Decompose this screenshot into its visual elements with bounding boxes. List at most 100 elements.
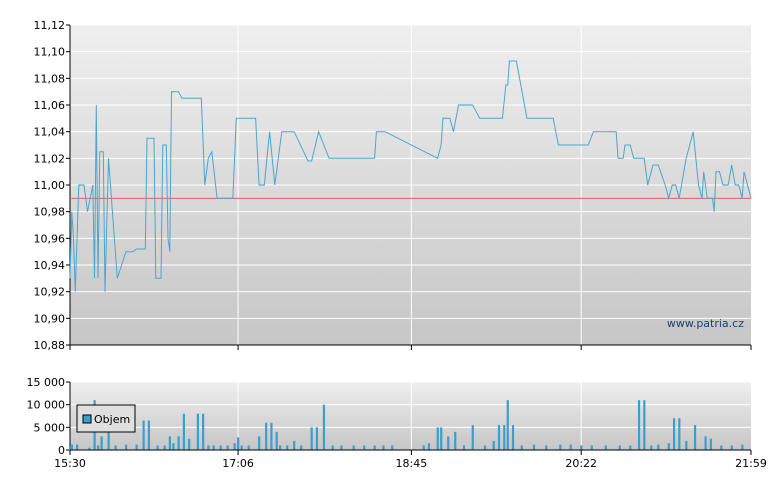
volume-bar: [391, 445, 394, 450]
volume-bar: [511, 425, 515, 450]
volume-bar: [454, 431, 457, 450]
volume-bar: [506, 400, 509, 450]
volume-bar: [275, 431, 278, 450]
volume-bar: [247, 445, 250, 450]
volume-bar: [182, 413, 185, 450]
volume-bar: [709, 438, 712, 450]
x-tick-label: 20:22: [565, 457, 597, 470]
volume-bar: [520, 445, 523, 450]
volume-bar: [440, 427, 443, 450]
price-panel: 10,88 10,90 10,92 10,94 10,96 10,98 11,00 11,02…: [34, 19, 752, 352]
volume-bar: [436, 427, 439, 450]
volume-bar: [156, 445, 159, 450]
volume-bar: [196, 413, 199, 450]
volume-bar: [310, 427, 313, 450]
volume-bar: [270, 422, 273, 450]
price-x-ticks: [69, 344, 752, 350]
volume-bar: [590, 445, 593, 450]
volume-bar: [286, 445, 289, 450]
volume-bar: [207, 445, 210, 450]
volume-bar: [125, 444, 128, 450]
volume-bar: [569, 444, 572, 450]
volume-bar: [340, 445, 343, 450]
volume-bar: [693, 425, 697, 450]
volume-bar: [637, 400, 641, 450]
volume-bar: [233, 443, 236, 450]
volume-bar: [265, 422, 268, 450]
price-y-tick-label: 11,10: [34, 46, 66, 59]
price-y-tick-label: 10,88: [34, 339, 66, 352]
volume-bar: [643, 400, 646, 450]
volume-bar: [240, 445, 243, 450]
volume-bar: [147, 420, 150, 450]
volume-bar: [315, 427, 319, 450]
volume-bar: [237, 437, 240, 450]
x-tick-label: 17:06: [222, 457, 254, 470]
volume-bar: [212, 445, 215, 450]
legend-label: Objem: [94, 413, 130, 426]
price-y-tick-label: 11,04: [34, 126, 66, 139]
volume-bar: [618, 445, 621, 450]
volume-y-tick-label: 10 000: [27, 399, 66, 412]
volume-bar: [172, 443, 175, 450]
volume-bar: [483, 445, 487, 450]
price-series-line: [69, 60, 752, 292]
volume-bar: [532, 444, 536, 450]
volume-bar: [135, 444, 138, 450]
price-y-tick-label: 10,92: [34, 286, 66, 299]
volume-bar: [168, 436, 171, 450]
volume-bar: [76, 444, 79, 450]
price-grid: [70, 24, 751, 346]
volume-y-axis: 0 5 000 10 000 15 000: [27, 376, 71, 457]
volume-bar: [188, 438, 191, 450]
volume-bar: [88, 447, 91, 450]
watermark-text: www.patria.cz: [667, 317, 744, 330]
volume-y-tick-label: 5 000: [34, 421, 66, 434]
price-y-tick-label: 10,96: [34, 232, 66, 245]
x-tick-label: 18:45: [396, 457, 428, 470]
volume-bar: [720, 445, 723, 450]
volume-bar: [177, 436, 180, 450]
volume-bar: [382, 445, 385, 450]
volume-bar: [559, 444, 562, 450]
volume-bar: [667, 443, 670, 450]
volume-bar: [114, 445, 117, 450]
price-y-tick-label: 11,06: [34, 99, 66, 112]
volume-bar: [678, 418, 681, 450]
volume-bar: [373, 445, 376, 450]
price-y-axis: 10,88 10,90 10,92 10,94 10,96 10,98 11,00 11,02…: [34, 19, 71, 352]
volume-bar: [202, 413, 205, 450]
volume-bar: [226, 445, 229, 450]
volume-y-tick-label: 15 000: [27, 376, 66, 389]
volume-bar: [331, 445, 334, 450]
price-y-tick-label: 10,98: [34, 206, 66, 219]
price-y-tick-label: 11,08: [34, 72, 66, 85]
volume-bar: [497, 425, 501, 450]
volume-bar: [258, 436, 261, 450]
volume-x-axis: 15:30 17:06 18:45 20:22 21:59: [54, 449, 767, 470]
volume-bar: [97, 445, 100, 450]
volume-bar: [462, 445, 466, 450]
volume-bar: [69, 445, 72, 450]
price-y-tick-label: 11,02: [34, 152, 66, 165]
volume-y-tick-label: 0: [58, 444, 65, 457]
volume-bar: [545, 445, 548, 450]
volume-bar: [142, 420, 145, 450]
volume-bar: [580, 445, 583, 450]
volume-bar: [629, 445, 632, 450]
volume-bar: [163, 445, 166, 450]
volume-bar: [363, 445, 366, 450]
volume-bar: [427, 443, 431, 450]
volume-bar: [471, 425, 474, 450]
volume-bar: [279, 445, 282, 450]
volume-bar: [650, 445, 653, 450]
volume-panel: 0 5 000 10 000 15 000 15:30 17:06 18:45 20:22 2…: [27, 376, 767, 470]
volume-bar: [322, 404, 326, 450]
volume-bar: [672, 418, 676, 450]
volume-bar: [70, 444, 73, 450]
volume-bar: [352, 445, 355, 450]
legend-swatch: [82, 414, 92, 424]
volume-bar: [422, 445, 425, 450]
volume-bar: [100, 436, 103, 450]
